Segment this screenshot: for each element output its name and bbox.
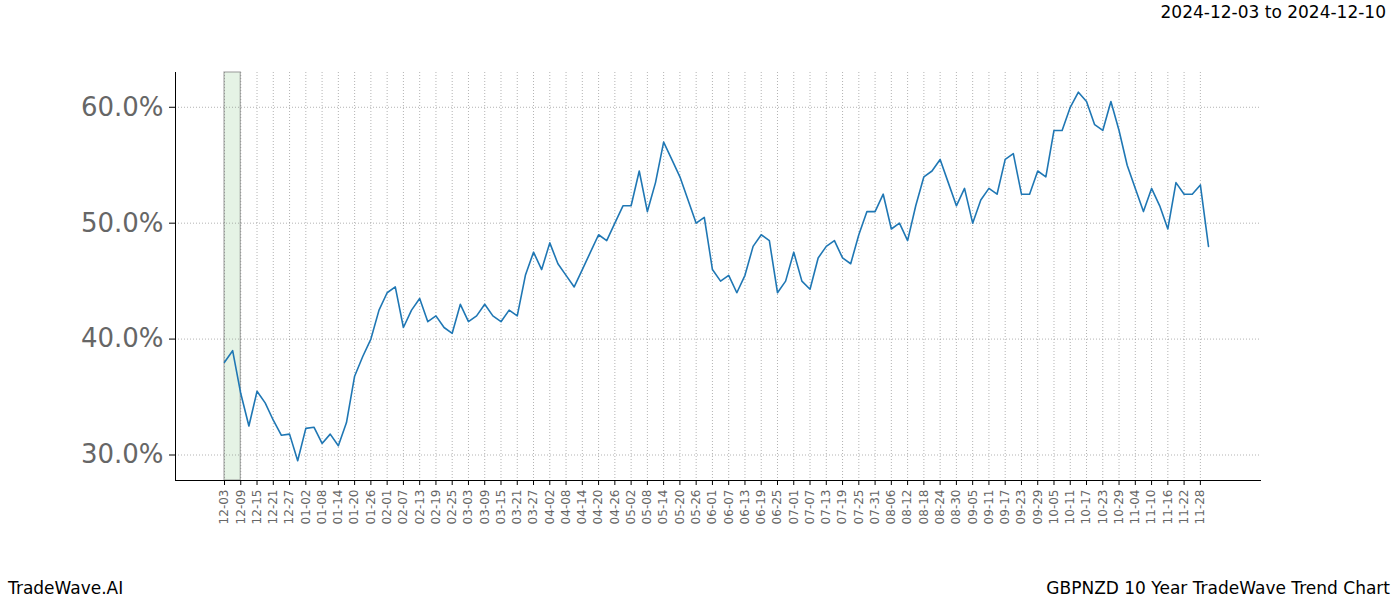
svg-text:10-17: 10-17 <box>1079 490 1093 525</box>
svg-text:03-27: 03-27 <box>526 490 540 525</box>
svg-text:09-17: 09-17 <box>998 490 1012 525</box>
svg-text:07-19: 07-19 <box>835 490 849 525</box>
svg-text:06-13: 06-13 <box>738 490 752 525</box>
svg-text:40.0%: 40.0% <box>81 323 164 353</box>
svg-text:12-09: 12-09 <box>234 490 248 525</box>
html-text:GBPNZD 10 Year TradeWave Trend: GBPNZD 10 Year TradeWave Trend Chart <box>1046 578 1390 598</box>
svg-text:11-16: 11-16 <box>1161 490 1175 525</box>
svg-text:02-07: 02-07 <box>396 490 410 525</box>
svg-text:11-04: 11-04 <box>1128 490 1142 525</box>
svg-text:12-21: 12-21 <box>266 490 280 525</box>
svg-text:02-01: 02-01 <box>380 490 394 525</box>
svg-text:08-24: 08-24 <box>933 490 947 525</box>
svg-text:10-11: 10-11 <box>1063 490 1077 525</box>
html-text:TradeWave.AI: TradeWave.AI <box>8 578 124 598</box>
svg-text:05-14: 05-14 <box>656 490 670 525</box>
svg-text:10-29: 10-29 <box>1112 490 1126 525</box>
svg-text:06-25: 06-25 <box>770 490 784 525</box>
svg-text:08-06: 08-06 <box>884 490 898 525</box>
svg-text:08-18: 08-18 <box>917 490 931 525</box>
svg-text:01-20: 01-20 <box>347 490 361 525</box>
svg-text:01-14: 01-14 <box>331 490 345 525</box>
svg-text:01-02: 01-02 <box>299 490 313 525</box>
svg-text:03-15: 03-15 <box>494 490 508 525</box>
svg-text:02-19: 02-19 <box>429 490 443 525</box>
svg-text:03-03: 03-03 <box>461 490 475 525</box>
svg-text:12-03: 12-03 <box>217 490 231 525</box>
svg-text:60.0%: 60.0% <box>81 92 164 122</box>
svg-text:06-01: 06-01 <box>705 490 719 525</box>
svg-text:04-02: 04-02 <box>543 490 557 525</box>
svg-text:05-08: 05-08 <box>640 490 654 525</box>
svg-text:11-22: 11-22 <box>1177 490 1191 525</box>
svg-text:09-29: 09-29 <box>1031 490 1045 525</box>
svg-text:04-08: 04-08 <box>559 490 573 525</box>
svg-text:07-07: 07-07 <box>803 490 817 525</box>
svg-text:04-14: 04-14 <box>575 490 589 525</box>
svg-text:07-13: 07-13 <box>819 490 833 525</box>
svg-text:02-13: 02-13 <box>413 490 427 525</box>
svg-text:03-09: 03-09 <box>478 490 492 525</box>
svg-text:06-07: 06-07 <box>722 490 736 525</box>
svg-text:04-20: 04-20 <box>591 490 605 525</box>
svg-text:02-25: 02-25 <box>445 490 459 525</box>
svg-text:08-30: 08-30 <box>949 490 963 525</box>
svg-text:01-08: 01-08 <box>315 490 329 525</box>
svg-text:07-31: 07-31 <box>868 490 882 525</box>
svg-text:04-26: 04-26 <box>608 490 622 525</box>
svg-text:07-01: 07-01 <box>787 490 801 525</box>
svg-text:09-23: 09-23 <box>1014 490 1028 525</box>
svg-text:11-10: 11-10 <box>1144 490 1158 525</box>
svg-text:07-25: 07-25 <box>852 490 866 525</box>
svg-text:12-15: 12-15 <box>250 490 264 525</box>
html-text:2024-12-03 to 2024-12-10: 2024-12-03 to 2024-12-10 <box>1160 2 1386 22</box>
svg-text:01-26: 01-26 <box>364 490 378 525</box>
svg-text:30.0%: 30.0% <box>81 439 164 469</box>
svg-text:09-05: 09-05 <box>966 490 980 525</box>
svg-text:50.0%: 50.0% <box>81 208 164 238</box>
svg-text:08-12: 08-12 <box>900 490 914 525</box>
svg-text:09-11: 09-11 <box>982 490 996 525</box>
svg-text:03-21: 03-21 <box>510 490 524 525</box>
svg-text:06-19: 06-19 <box>754 490 768 525</box>
svg-text:11-28: 11-28 <box>1193 490 1207 525</box>
svg-text:12-27: 12-27 <box>282 490 296 525</box>
svg-text:10-23: 10-23 <box>1096 490 1110 525</box>
svg-text:05-26: 05-26 <box>689 490 703 525</box>
svg-text:10-05: 10-05 <box>1047 490 1061 525</box>
svg-text:05-20: 05-20 <box>673 490 687 525</box>
svg-text:05-02: 05-02 <box>624 490 638 525</box>
